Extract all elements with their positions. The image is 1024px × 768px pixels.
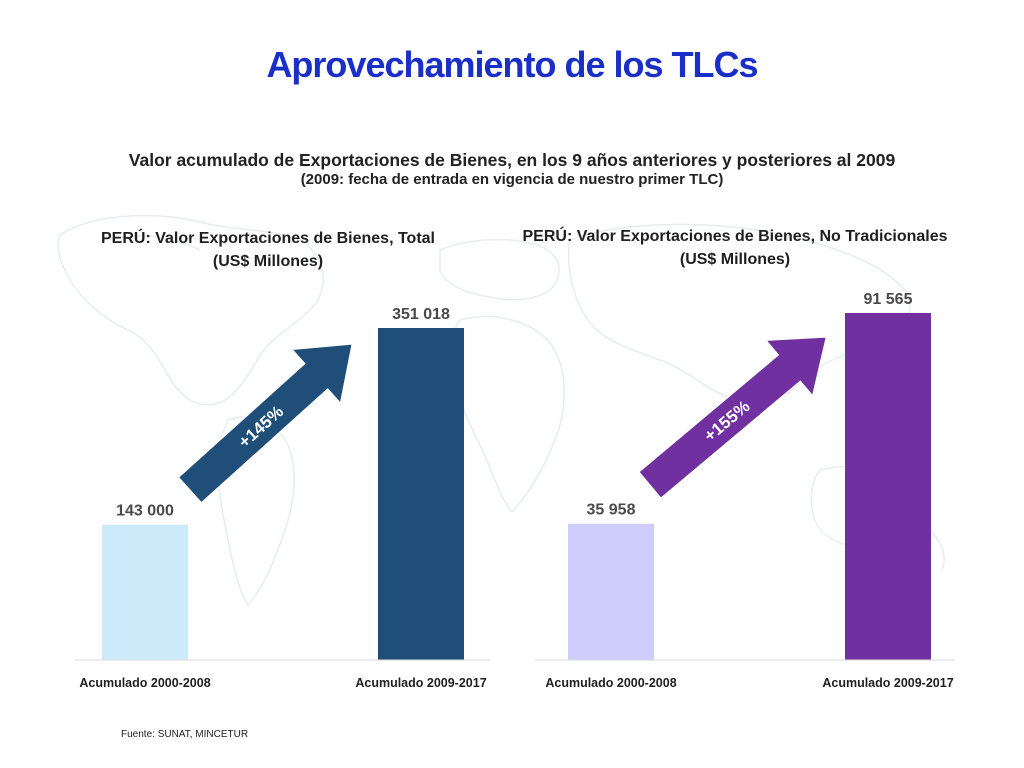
chart-unit: (US$ Millones): [213, 253, 323, 270]
growth-arrow-shape: [638, 336, 827, 499]
category-label: Acumulado 2000-2008: [545, 676, 676, 690]
data-label: 35 958: [587, 502, 636, 519]
bar-acumulado-2009-2017: [845, 313, 931, 660]
slide-subtitle: Valor acumulado de Exportaciones de Bien…: [0, 150, 1024, 190]
bars-group: 143 000 Acumulado 2000-2008 351 018 Acumula…: [79, 306, 486, 690]
category-label: Acumulado 2000-2008: [79, 676, 210, 690]
growth-arrow: +155%: [638, 336, 827, 499]
category-label: Acumulado 2009-2017: [355, 676, 486, 690]
data-label: 351 018: [392, 306, 450, 323]
source-note: Fuente: SUNAT, MINCETUR: [121, 729, 249, 740]
chart-title: PERÚ: Valor Exportaciones de Bienes, No …: [522, 226, 947, 245]
slide-title: Aprovechamiento de los TLCs: [266, 44, 758, 85]
subtitle-line-2: (2009: fecha de entrada en vigencia de n…: [300, 171, 724, 188]
bar-acumulado-2000-2008: [102, 524, 188, 660]
bars-group: 35 958 Acumulado 2000-2008 91 565 Acumulado…: [545, 291, 953, 690]
bar-acumulado-2009-2017: [378, 328, 464, 660]
category-label: Acumulado 2009-2017: [822, 676, 953, 690]
subtitle-line-1: Valor acumulado de Exportaciones de Bien…: [128, 150, 896, 170]
data-label: 91 565: [864, 291, 913, 308]
data-label: 143 000: [116, 503, 174, 520]
chart-title: PERÚ: Valor Exportaciones de Bienes, Tot…: [101, 228, 435, 247]
growth-arrow-shape: [177, 343, 353, 504]
bar-acumulado-2000-2008: [568, 523, 654, 660]
chart-unit: (US$ Millones): [680, 251, 790, 268]
